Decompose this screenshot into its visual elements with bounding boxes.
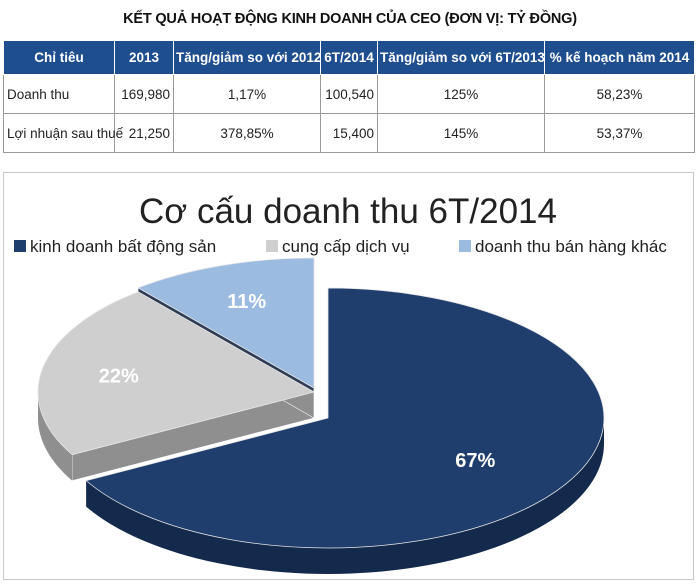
- pie-label-kinh-doanh-bat-dong-san: 67%: [455, 450, 495, 472]
- pie-slice-cung-cap-dich-vu: [37, 291, 316, 482]
- table-cell: 100,540: [320, 74, 378, 114]
- pie-labels: 11% 22% 67%: [99, 291, 496, 472]
- table-cell: 169,980: [114, 74, 174, 114]
- legend-swatch-cung-cap-dich-vu: [266, 240, 278, 252]
- table-cell: 15,400: [320, 113, 378, 153]
- pie-label-doanh-thu-ban-hang-khac: 11%: [227, 291, 266, 313]
- table-row: Doanh thu 169,980 1,17% 100,540 125% 58,…: [3, 74, 695, 114]
- chart-title: Cơ cấu doanh thu 6T/2014: [139, 192, 557, 231]
- table-title: KẾT QUẢ HOẠT ĐỘNG KINH DOANH CỦA CEO (ĐƠ…: [123, 11, 577, 27]
- table-cell: 58,23%: [544, 74, 695, 114]
- table-cell: 125%: [377, 74, 545, 114]
- legend-swatch-kinh-doanh-bat-dong-san: [14, 240, 26, 252]
- table-header-row: Chỉ tiêu 2013 Tăng/giảm so với 2012 6T/2…: [3, 40, 695, 75]
- legend-label-doanh-thu-ban-hang-khac: doanh thu bán hàng khác: [475, 237, 667, 256]
- header-2013: 2013: [114, 40, 174, 75]
- legend-label-kinh-doanh-bat-dong-san: kinh doanh bất động sản: [30, 237, 216, 256]
- legend-label-cung-cap-dich-vu: cung cấp dịch vụ: [282, 237, 410, 256]
- pie-slice-kinh-doanh-bat-dong-san: [85, 287, 605, 574]
- table-cell: 145%: [377, 113, 545, 153]
- pie-slices: [37, 257, 605, 574]
- header-6t-2014: 6T/2014: [320, 40, 378, 75]
- header-plan-percent-2014: % kế hoạch năm 2014: [544, 40, 695, 75]
- header-indicator: Chỉ tiêu: [3, 40, 115, 75]
- pie-chart: Cơ cấu doanh thu 6T/2014 kinh doanh bất …: [14, 192, 667, 574]
- results-table: Chỉ tiêu 2013 Tăng/giảm so với 2012 6T/2…: [3, 40, 695, 153]
- chart-legend: kinh doanh bất động sản cung cấp dịch vụ d…: [14, 237, 667, 256]
- table-cell: Lợi nhuận sau thuế: [3, 113, 123, 153]
- pie-label-cung-cap-dich-vu: 22%: [99, 365, 139, 387]
- table-cell: 378,85%: [173, 113, 321, 153]
- header-change-vs-2012: Tăng/giảm so với 2012: [173, 40, 321, 75]
- table-cell: Doanh thu: [3, 74, 115, 114]
- table-cell: 21,250: [114, 113, 174, 153]
- table-cell: 53,37%: [544, 113, 695, 153]
- table-cell: 1,17%: [173, 74, 321, 114]
- legend-swatch-doanh-thu-ban-hang-khac: [459, 240, 471, 252]
- chart-frame: Cơ cấu doanh thu 6T/2014 kinh doanh bất …: [3, 172, 694, 580]
- table-row: Lợi nhuận sau thuế 21,250 378,85% 15,400…: [3, 113, 695, 153]
- header-change-vs-6t-2013: Tăng/giảm so với 6T/2013: [377, 40, 545, 75]
